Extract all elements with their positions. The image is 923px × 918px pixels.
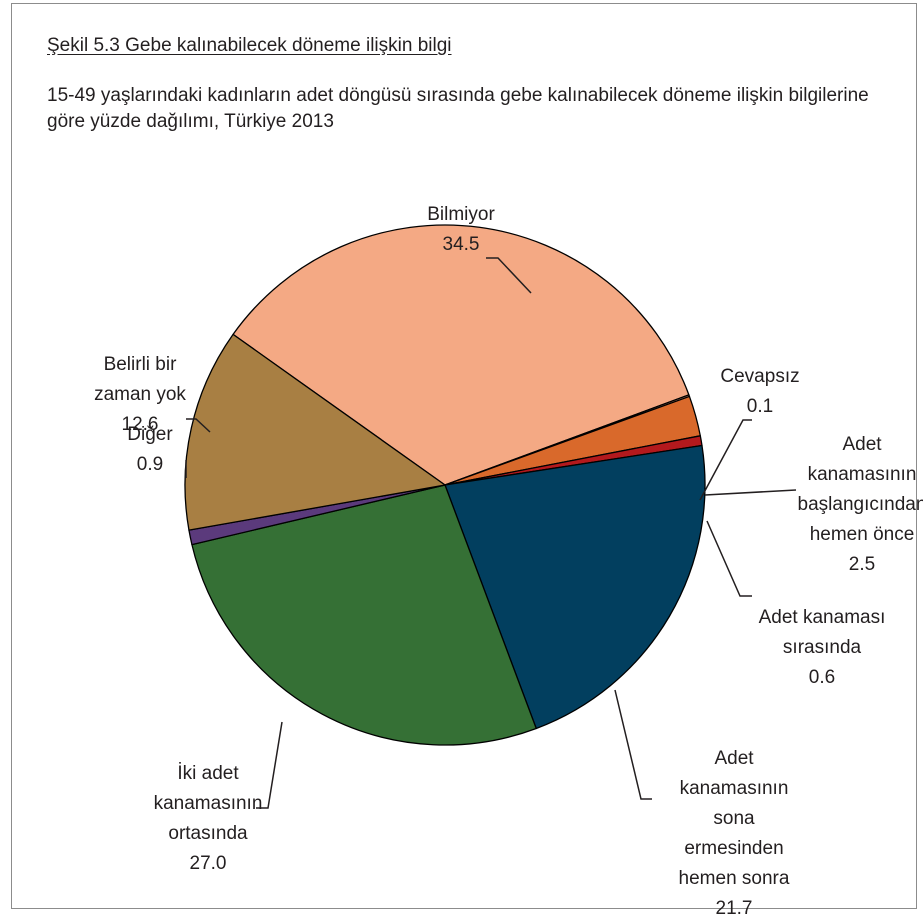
slice-label-7-line-0: Belirli bir [104, 354, 178, 375]
slice-label-1-line-1: 0.1 [747, 396, 773, 417]
slice-label-4-line-2: sona [713, 808, 755, 829]
slice-label-4-line-0: Adet [714, 748, 754, 769]
slice-label-2-line-0: Adet [842, 434, 882, 455]
leader-line-1 [699, 419, 752, 501]
leader-line-4 [614, 689, 652, 800]
slice-label-0-line-1: 34.5 [443, 234, 480, 255]
leader-line-3 [706, 520, 752, 597]
slice-label-6-line-1: 0.9 [137, 454, 163, 475]
slice-label-5-line-1: kanamasının [154, 793, 263, 814]
slice-label-3-line-2: 0.6 [809, 667, 835, 688]
figure-subtitle: 15-49 yaşlarındaki kadınların adet döngü… [47, 85, 869, 132]
slice-label-5-line-2: ortasında [168, 823, 248, 844]
slice-label-5-line-0: İki adet [177, 763, 239, 784]
leader-line-5 [256, 721, 283, 809]
slice-label-4-line-4: hemen sonra [679, 868, 790, 889]
pie-slices [184, 224, 706, 746]
slice-label-4-line-3: ermesinden [684, 838, 783, 859]
figure-title: Şekil 5.3 Gebe kalınabilecek döneme iliş… [47, 35, 452, 56]
slice-label-6-line-0: Diğer [127, 424, 173, 445]
slice-label-2-line-1: kanamasının [808, 464, 917, 485]
leader-line-2 [704, 489, 797, 496]
slice-label-7-line-1: zaman yok [94, 384, 186, 405]
slice-label-2-line-3: hemen önce [810, 524, 915, 545]
slice-label-1-line-0: Cevapsız [720, 366, 799, 387]
slice-label-7-line-2: 12.6 [122, 414, 159, 435]
pie-slice-0 [232, 224, 690, 486]
leader-line-0 [486, 257, 532, 294]
slice-label-0-line-0: Bilmiyor [427, 204, 495, 225]
pie-slice-5 [191, 484, 537, 746]
slice-label-5-line-3: 27.0 [190, 853, 227, 874]
slice-label-4-line-1: kanamasının [680, 778, 789, 799]
slice-label-2-line-4: 2.5 [849, 554, 875, 575]
pie-slice-7 [184, 333, 446, 531]
slice-label-4-line-5: 21.7 [716, 898, 753, 918]
slice-label-3-line-0: Adet kanaması [759, 607, 886, 628]
leader-lines [185, 257, 797, 809]
slice-label-3-line-1: sırasında [783, 637, 862, 658]
leader-line-7 [186, 418, 211, 433]
slice-label-2-line-2: başlangıcından [798, 494, 923, 515]
figure-frame [11, 3, 917, 909]
slice-labels: Bilmiyor 34.5 Cevapsız 0.1 Adet kanamasının ba… [94, 204, 923, 918]
